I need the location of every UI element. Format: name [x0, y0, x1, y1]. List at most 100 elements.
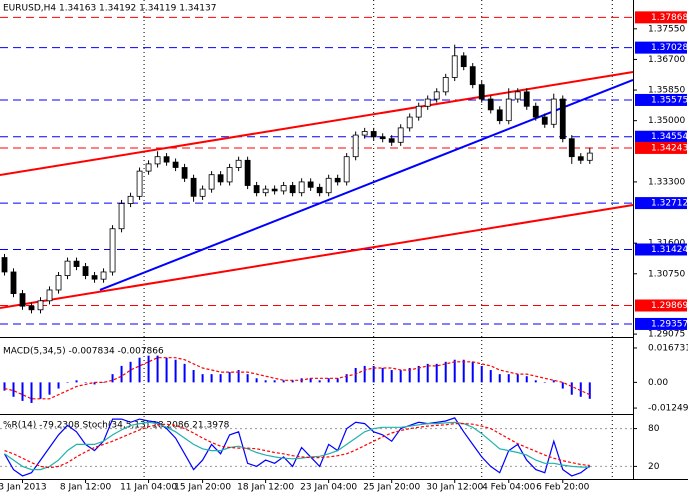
histogram-bar	[579, 382, 582, 397]
y-tick-label: 1.29075	[648, 330, 685, 340]
histogram-bar	[48, 382, 51, 395]
histogram-bar	[30, 382, 33, 403]
histogram-bar	[219, 374, 222, 383]
candle-body	[217, 174, 224, 183]
candle-body	[289, 185, 296, 194]
candle-body	[424, 98, 431, 107]
candle-body	[415, 105, 422, 118]
candle-body	[343, 156, 350, 183]
histogram-bar	[489, 370, 492, 383]
histogram-bar	[192, 370, 195, 383]
x-tick-label: 23 Jan 04:00	[300, 483, 357, 493]
histogram-bar	[480, 365, 483, 383]
candle-body	[28, 305, 35, 311]
histogram-bar	[210, 374, 213, 383]
level-label-box	[635, 243, 687, 256]
macd-title: MACD(5,34,5) -0.007834 -0.007866	[3, 347, 164, 357]
candle-body	[100, 271, 107, 280]
y-tick-label: -0.01249	[648, 404, 688, 414]
x-tick-label: 3 Jan 2013	[0, 483, 47, 493]
candle-body	[433, 91, 440, 100]
level-label: 1.37868	[651, 13, 688, 23]
candle-body	[586, 152, 593, 161]
candle-body	[55, 275, 62, 291]
histogram-bar	[291, 380, 294, 383]
candle-body	[307, 181, 314, 188]
candle-body	[361, 131, 368, 136]
level-label: 1.31424	[651, 245, 688, 255]
y-tick-label: 0.00	[648, 378, 668, 388]
candle-body	[496, 109, 503, 122]
histogram-bar	[498, 374, 501, 383]
candle-body	[397, 127, 404, 143]
candle-body	[244, 159, 251, 186]
histogram-bar	[435, 363, 438, 383]
x-tick-label: 6 Feb 20:00	[536, 483, 590, 493]
level-label: 1.34554	[651, 132, 688, 142]
candle-body	[370, 131, 377, 138]
candle-body	[163, 156, 170, 163]
candle-body	[487, 98, 494, 111]
candle-body	[190, 177, 197, 197]
y-tick-label: 1.30750	[648, 269, 685, 279]
level-label-box	[635, 93, 687, 106]
histogram-bar	[516, 374, 519, 383]
level-label: 1.34243	[651, 143, 688, 153]
candle-body	[109, 228, 116, 273]
candle-body	[64, 260, 71, 276]
x-tick-label: 15 Jan 20:00	[174, 483, 231, 493]
histogram-bar	[12, 382, 15, 397]
candle-body	[208, 174, 215, 190]
histogram-bar	[381, 367, 384, 383]
histogram-bar	[174, 359, 177, 383]
histogram-bar	[138, 357, 141, 383]
histogram-bar	[273, 380, 276, 383]
candle-body	[505, 98, 512, 122]
candle-body	[442, 77, 449, 93]
level-label-box	[635, 197, 687, 210]
histogram-bar	[165, 357, 168, 383]
candle-body	[37, 300, 44, 311]
histogram-bar	[552, 380, 555, 383]
histogram-bar	[570, 382, 573, 395]
y-tick-label: 0.016731	[648, 343, 688, 353]
candle-body	[568, 138, 575, 158]
candle-body	[334, 177, 341, 183]
histogram-bar	[408, 367, 411, 383]
x-tick-label: 25 Jan 20:00	[363, 483, 420, 493]
level-label-box	[635, 317, 687, 330]
x-tick-label: 8 Jan 12:00	[60, 483, 112, 493]
histogram-bar	[525, 376, 528, 383]
candle-body	[352, 134, 359, 158]
histogram-bar	[534, 380, 537, 383]
histogram-bar	[471, 361, 474, 383]
series-line	[4, 423, 590, 469]
candle-body	[298, 181, 305, 194]
candle-body	[280, 185, 287, 192]
histogram-bar	[561, 382, 564, 389]
candle-body	[226, 167, 233, 183]
histogram-bar	[75, 380, 78, 383]
histogram-bar	[183, 363, 186, 383]
candle-body	[145, 163, 152, 172]
histogram-bar	[264, 380, 267, 383]
histogram-bar	[327, 378, 330, 383]
histogram-bar	[318, 380, 321, 383]
candle-body	[91, 275, 98, 280]
candle-body	[379, 136, 386, 140]
candle-body	[316, 186, 323, 194]
candle-body	[1, 257, 8, 273]
histogram-bar	[588, 382, 591, 399]
histogram-bar	[417, 365, 420, 383]
series-line	[4, 421, 590, 471]
candle-body	[19, 293, 26, 307]
candle-body	[73, 260, 80, 267]
candle-body	[172, 161, 179, 168]
candle-body	[478, 84, 485, 100]
histogram-bar	[21, 382, 24, 401]
candle-body	[127, 195, 134, 204]
trend-line	[99, 79, 634, 291]
histogram-bar	[462, 359, 465, 383]
series-line	[3, 417, 591, 477]
